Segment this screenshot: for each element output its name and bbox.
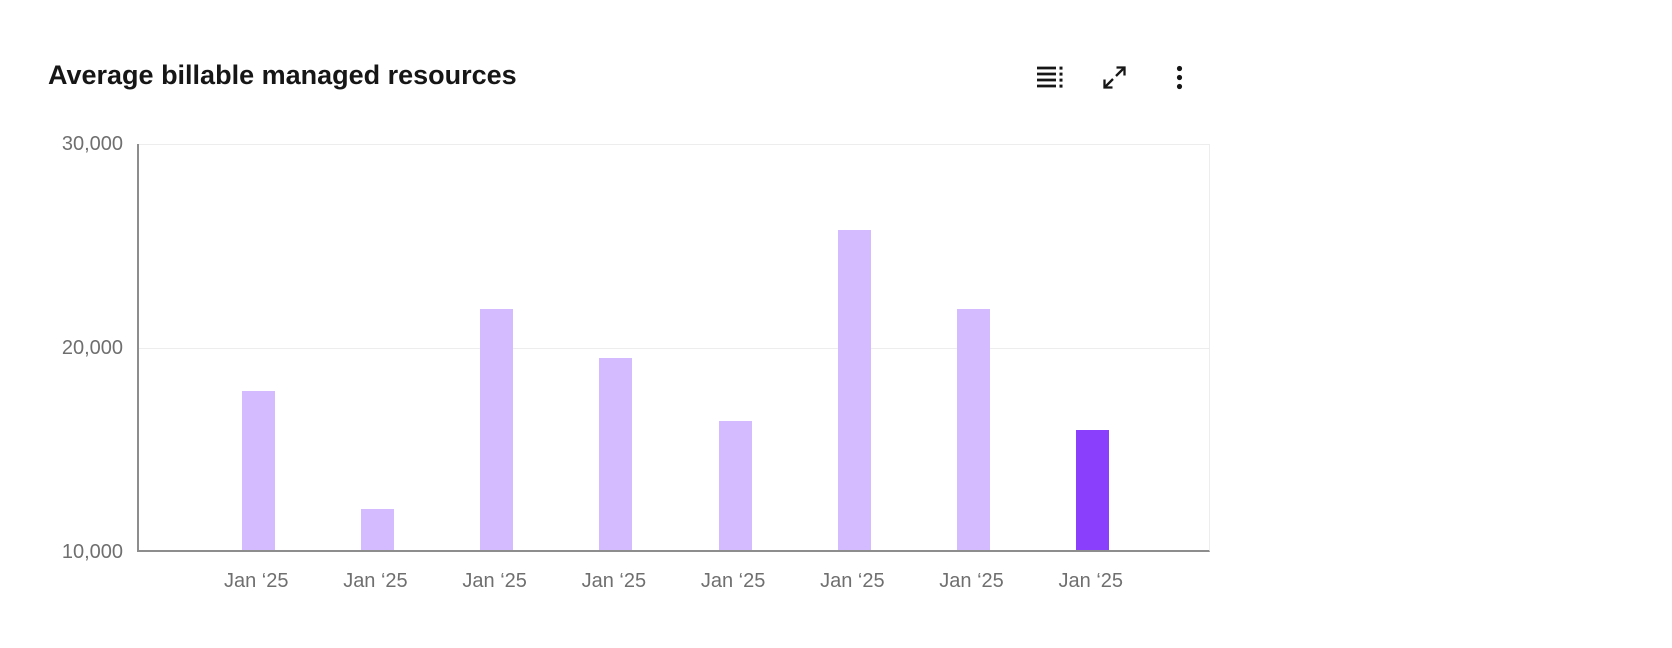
chart-toolbar xyxy=(1033,61,1195,93)
x-tick-label: Jan ‘25 xyxy=(939,570,1004,592)
y-tick-label: 10,000 xyxy=(61,541,123,563)
x-tick-label: Jan ‘25 xyxy=(223,570,289,592)
y-tick-label: 20,000 xyxy=(61,337,123,359)
x-tick-label: Jan ‘25 xyxy=(462,570,527,592)
gridline xyxy=(139,144,1209,145)
bar[interactable] xyxy=(480,309,514,550)
chart-title: Average billable managed resources xyxy=(48,60,517,90)
x-tick-label: Jan ‘25 xyxy=(700,570,766,592)
bar[interactable] xyxy=(957,309,991,550)
bar[interactable] xyxy=(241,390,275,550)
bar[interactable] xyxy=(718,421,752,550)
overflow-menu-icon xyxy=(1176,65,1182,89)
plot-area xyxy=(137,144,1210,552)
gridline xyxy=(139,348,1209,349)
overflow-menu-button[interactable] xyxy=(1163,61,1195,93)
bar[interactable] xyxy=(1076,429,1110,550)
maximize-icon xyxy=(1102,65,1126,89)
x-tick-label: Jan ‘25 xyxy=(820,570,885,592)
show-data-table-button[interactable] xyxy=(1033,61,1065,93)
x-tick-label: Jan ‘25 xyxy=(343,570,408,592)
maximize-button[interactable] xyxy=(1098,61,1130,93)
x-tick-label: Jan ‘25 xyxy=(1058,570,1124,592)
bar[interactable] xyxy=(599,358,633,550)
bar[interactable] xyxy=(837,229,871,550)
x-tick-label: Jan ‘25 xyxy=(581,570,647,592)
data-table-icon xyxy=(1036,66,1062,88)
bar[interactable] xyxy=(360,509,394,550)
y-tick-label: 30,000 xyxy=(61,133,123,155)
